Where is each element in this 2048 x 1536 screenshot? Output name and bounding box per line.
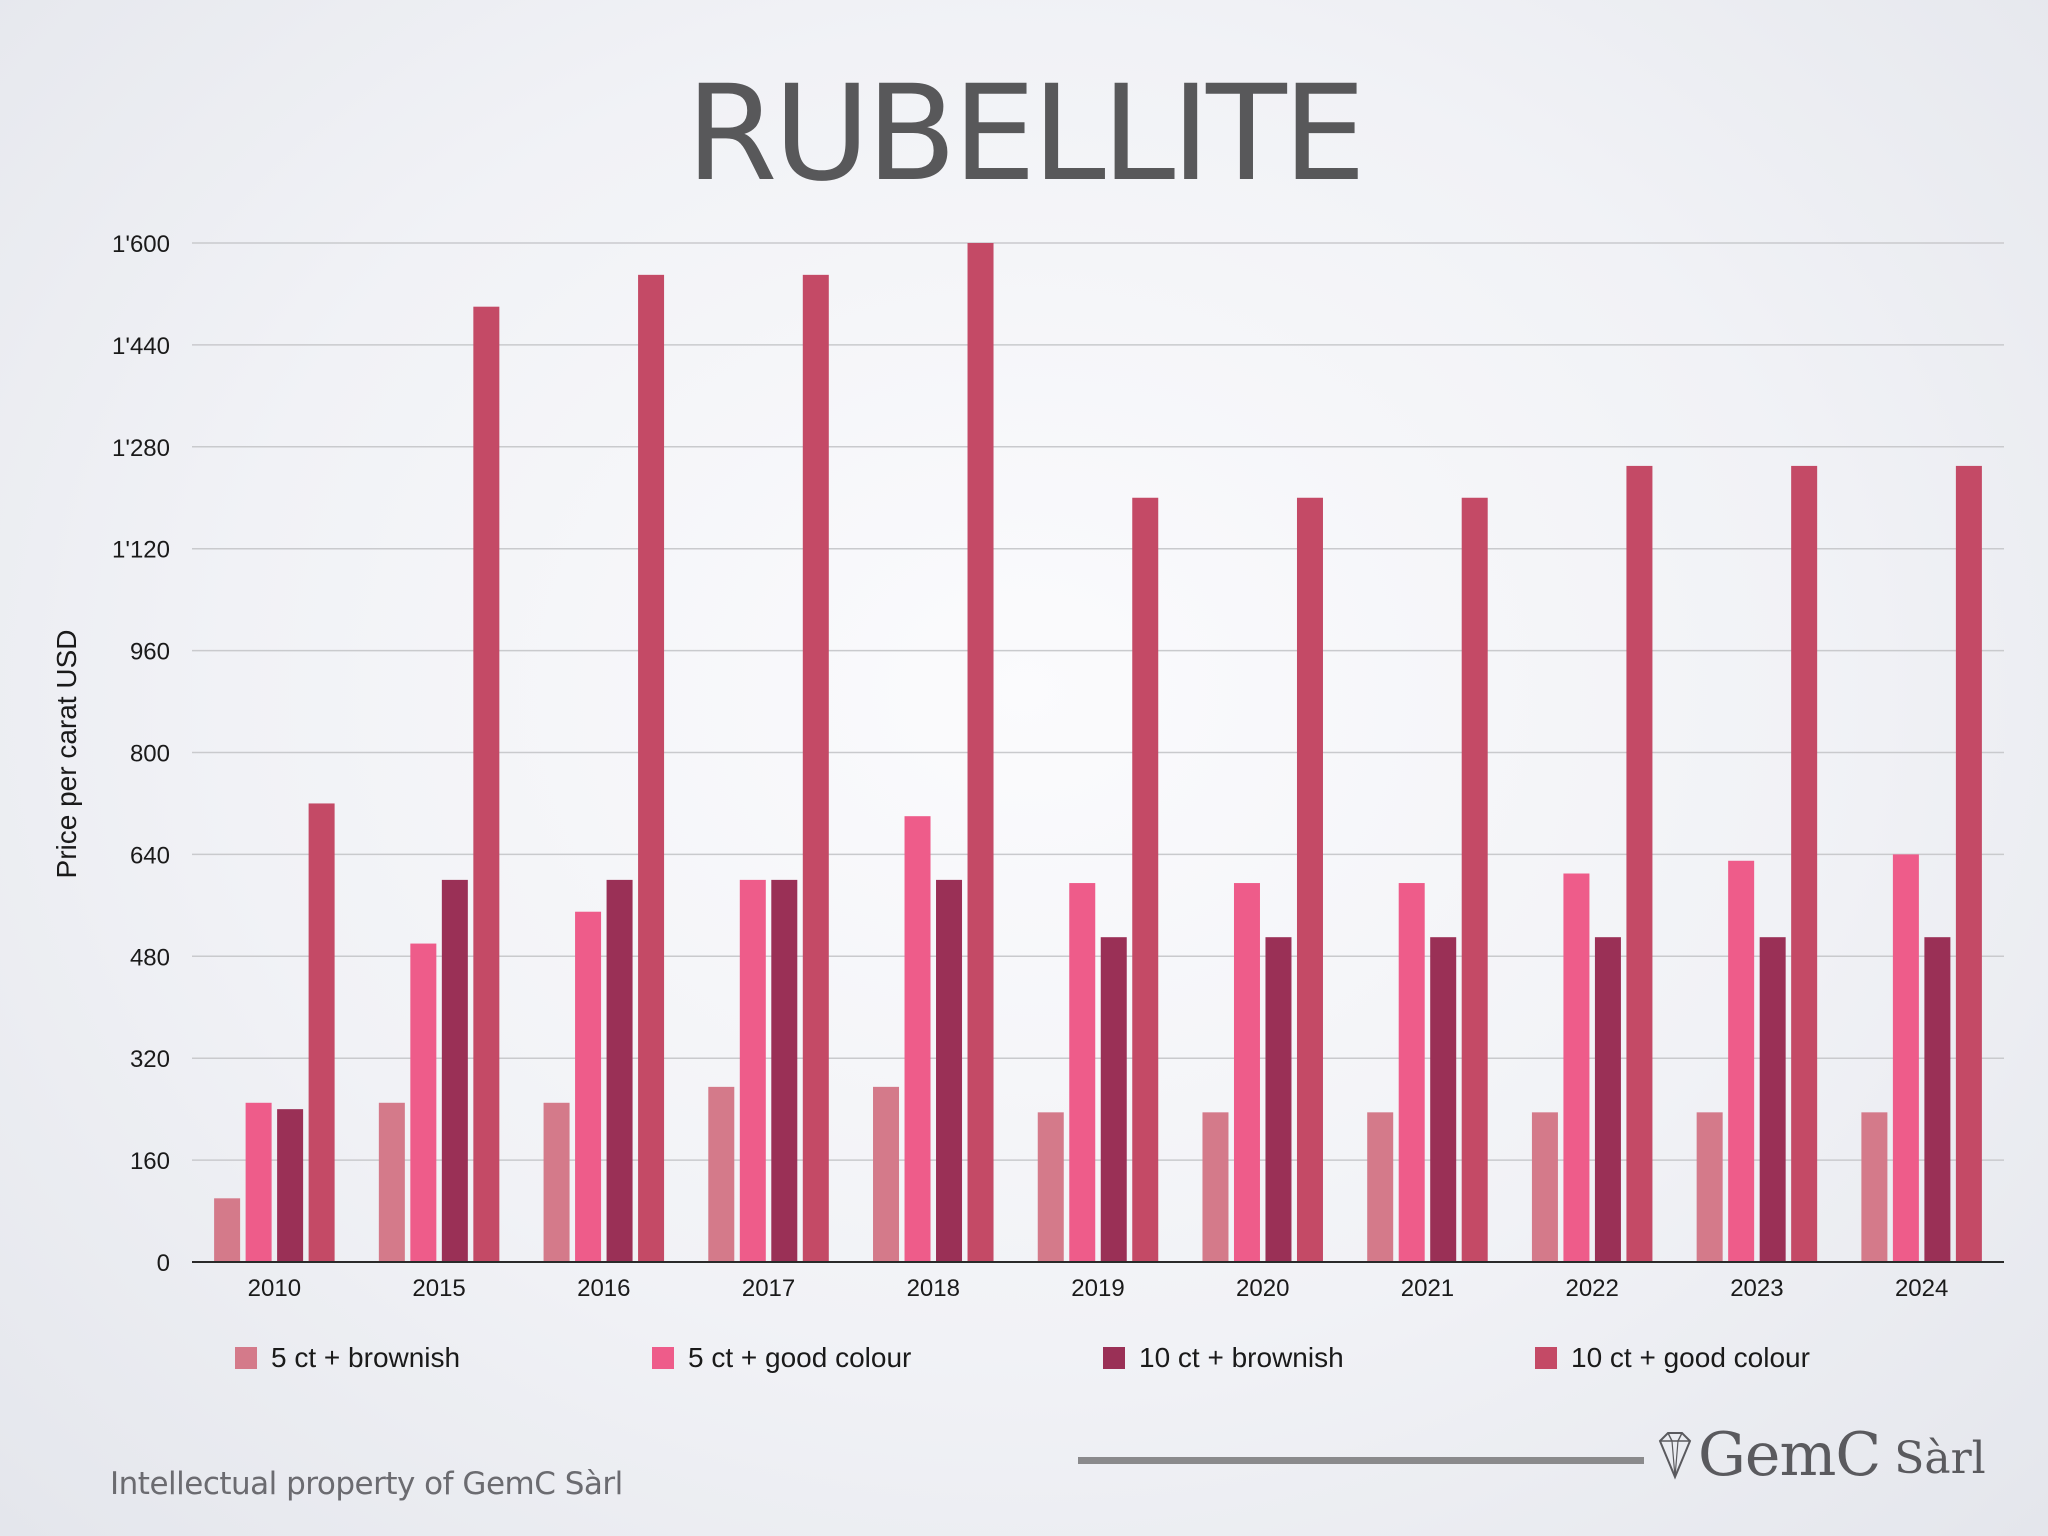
bar bbox=[873, 1086, 900, 1262]
bar bbox=[1233, 883, 1260, 1262]
y-tick-label: 1'120 bbox=[112, 537, 170, 564]
bar bbox=[1861, 1112, 1888, 1262]
legend-swatch bbox=[235, 1347, 257, 1369]
y-tick-label: 800 bbox=[130, 741, 170, 768]
diamond-icon bbox=[1658, 1432, 1692, 1480]
bar bbox=[638, 274, 665, 1262]
legend-label: 5 ct + good colour bbox=[688, 1342, 912, 1373]
bar bbox=[1892, 854, 1919, 1262]
bar bbox=[1132, 497, 1159, 1262]
legend-label: 10 ct + good colour bbox=[1571, 1342, 1810, 1373]
x-tick-label: 2022 bbox=[1565, 1275, 1618, 1302]
bar bbox=[802, 274, 829, 1262]
bar bbox=[936, 879, 963, 1262]
x-tick-label: 2017 bbox=[742, 1275, 795, 1302]
legend-item-5ct-good-colour: 5 ct + good colour bbox=[652, 1342, 911, 1374]
bars bbox=[214, 243, 1982, 1262]
tick-labels: 0 160 320 480 640 800 960 1'120 1'280 1'440 1'600 2… bbox=[112, 231, 1948, 1302]
bar bbox=[1563, 873, 1590, 1262]
bar bbox=[1367, 1112, 1394, 1262]
bar bbox=[771, 879, 798, 1262]
company-logo: GemC Sàrl bbox=[1654, 1425, 1986, 1485]
bar bbox=[739, 879, 766, 1262]
y-tick-label: 960 bbox=[130, 639, 170, 666]
bar bbox=[606, 879, 633, 1262]
bar bbox=[543, 1102, 570, 1262]
y-tick-label: 160 bbox=[130, 1148, 170, 1175]
y-tick-label: 0 bbox=[157, 1250, 170, 1277]
bar bbox=[1924, 937, 1951, 1262]
y-tick-label: 640 bbox=[130, 842, 170, 869]
bar bbox=[1594, 937, 1621, 1262]
bar bbox=[277, 1109, 304, 1262]
bar bbox=[473, 306, 500, 1262]
bar bbox=[245, 1102, 272, 1262]
copyright-notice: Intellectual property of GemC Sàrl bbox=[110, 1466, 623, 1502]
legend-item-5ct-brownish: 5 ct + brownish bbox=[235, 1342, 460, 1374]
bar bbox=[1265, 937, 1292, 1262]
bar bbox=[1759, 937, 1786, 1262]
logo-suffix: Sàrl bbox=[1894, 1433, 1986, 1484]
bar bbox=[378, 1102, 405, 1262]
x-tick-label: 2020 bbox=[1236, 1275, 1289, 1302]
legend-swatch bbox=[1103, 1347, 1125, 1369]
bar bbox=[1791, 465, 1818, 1262]
bar bbox=[441, 879, 468, 1262]
x-tick-label: 2019 bbox=[1071, 1275, 1124, 1302]
bar bbox=[1296, 497, 1323, 1262]
bar bbox=[967, 243, 994, 1262]
bar bbox=[1037, 1112, 1064, 1262]
legend-item-10ct-good-colour: 10 ct + good colour bbox=[1535, 1342, 1810, 1374]
x-tick-label: 2018 bbox=[907, 1275, 960, 1302]
x-tick-label: 2010 bbox=[248, 1275, 301, 1302]
bar bbox=[308, 803, 335, 1262]
bar bbox=[1202, 1112, 1229, 1262]
y-tick-label: 480 bbox=[130, 944, 170, 971]
x-tick-label: 2023 bbox=[1730, 1275, 1783, 1302]
x-tick-label: 2021 bbox=[1401, 1275, 1454, 1302]
bar bbox=[575, 911, 602, 1262]
bar bbox=[1531, 1112, 1558, 1262]
footer-divider bbox=[1078, 1457, 1644, 1464]
bar bbox=[1955, 465, 1982, 1262]
x-tick-label: 2015 bbox=[412, 1275, 465, 1302]
legend: 5 ct + brownish 5 ct + good colour 10 ct… bbox=[0, 1342, 2048, 1382]
y-tick-label: 1'440 bbox=[112, 333, 170, 360]
bar bbox=[410, 943, 437, 1262]
y-axis-label: Price per carat USD bbox=[51, 630, 82, 879]
chart-title: RUBELLITE bbox=[685, 57, 1366, 211]
x-tick-label: 2016 bbox=[577, 1275, 630, 1302]
bar bbox=[1100, 937, 1127, 1262]
legend-label: 10 ct + brownish bbox=[1139, 1342, 1344, 1373]
legend-item-10ct-brownish: 10 ct + brownish bbox=[1103, 1342, 1344, 1374]
logo-wordmark: GemC bbox=[1698, 1420, 1881, 1490]
y-tick-label: 1'280 bbox=[112, 435, 170, 462]
x-tick-label: 2024 bbox=[1895, 1275, 1948, 1302]
bar bbox=[1696, 1112, 1723, 1262]
bar bbox=[1069, 883, 1096, 1262]
bar bbox=[1461, 497, 1488, 1262]
bar bbox=[904, 816, 931, 1262]
bar bbox=[214, 1198, 241, 1262]
bar bbox=[1626, 465, 1653, 1262]
bar bbox=[1728, 860, 1755, 1262]
bar bbox=[1398, 883, 1425, 1262]
y-tick-label: 1'600 bbox=[112, 231, 170, 258]
legend-swatch bbox=[652, 1347, 674, 1369]
bar bbox=[1430, 937, 1457, 1262]
legend-swatch bbox=[1535, 1347, 1557, 1369]
legend-label: 5 ct + brownish bbox=[271, 1342, 461, 1373]
y-tick-label: 320 bbox=[130, 1046, 170, 1073]
bar bbox=[708, 1086, 735, 1262]
